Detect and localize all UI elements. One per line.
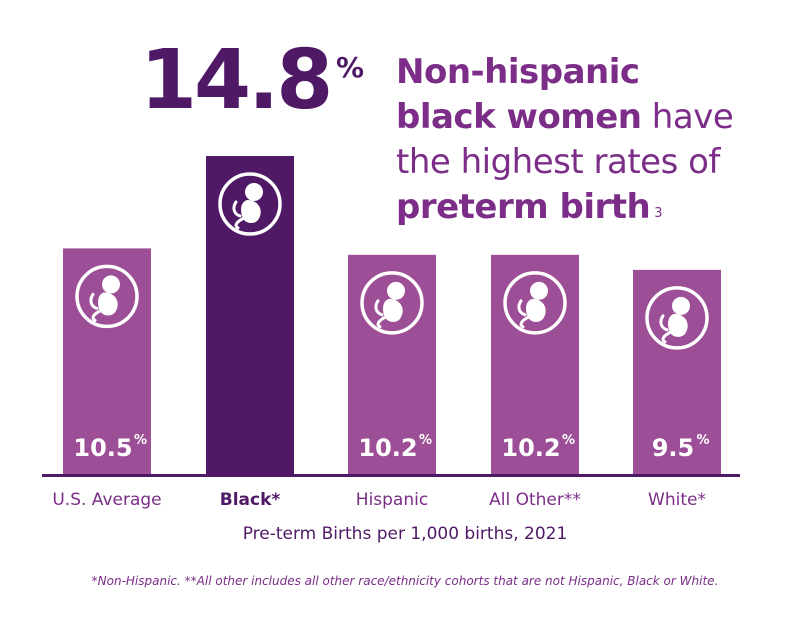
x-axis-title: Pre-term Births per 1,000 births, 2021 [242,524,568,544]
bar-value-label: 10.2 [358,434,417,462]
fetus-icon [75,264,139,329]
headline-line3: the highest rates of [396,142,720,182]
headline-statistic: 14.8 [140,33,333,128]
bar-value-suffix: % [134,433,147,448]
bar-group [206,156,294,474]
bar-value-label: 9.5 [652,434,695,462]
bar-value-suffix: % [697,433,710,448]
fetus-icon [360,271,424,335]
x-tick-label: Hispanic [355,490,429,510]
x-tick-label: White* [648,490,706,510]
x-tick-label: All Other** [489,490,581,510]
footnote: *Non-Hispanic. **All other includes all … [91,574,719,588]
headline-line4: preterm birth [396,187,651,227]
bar-value-label: 10.2 [501,434,560,462]
bar-value-suffix: % [562,433,575,448]
x-tick-label: Black* [219,490,281,510]
headline-percent-sign: % [336,51,365,84]
headline-line1: Non-hispanic [396,52,640,92]
headline-line2-bold: black women [396,97,642,137]
x-tick-label: U.S. Average [52,490,162,510]
footnote-reference: 3 [654,206,663,221]
bar-group: 10.2% [348,254,436,474]
headline-text: Non-hispanic black women have the highes… [396,50,776,230]
bar-group: 10.2% [491,254,579,474]
headline-line2-rest: have [641,97,734,137]
bar-value-suffix: % [419,433,432,448]
bar-group: 9.5% [633,269,721,474]
bar-value-label: 10.5 [73,434,132,462]
bar-group: 10.5% [63,248,151,474]
fetus-icon [503,271,567,335]
fetus-icon [645,286,709,350]
fetus-icon [218,172,282,236]
